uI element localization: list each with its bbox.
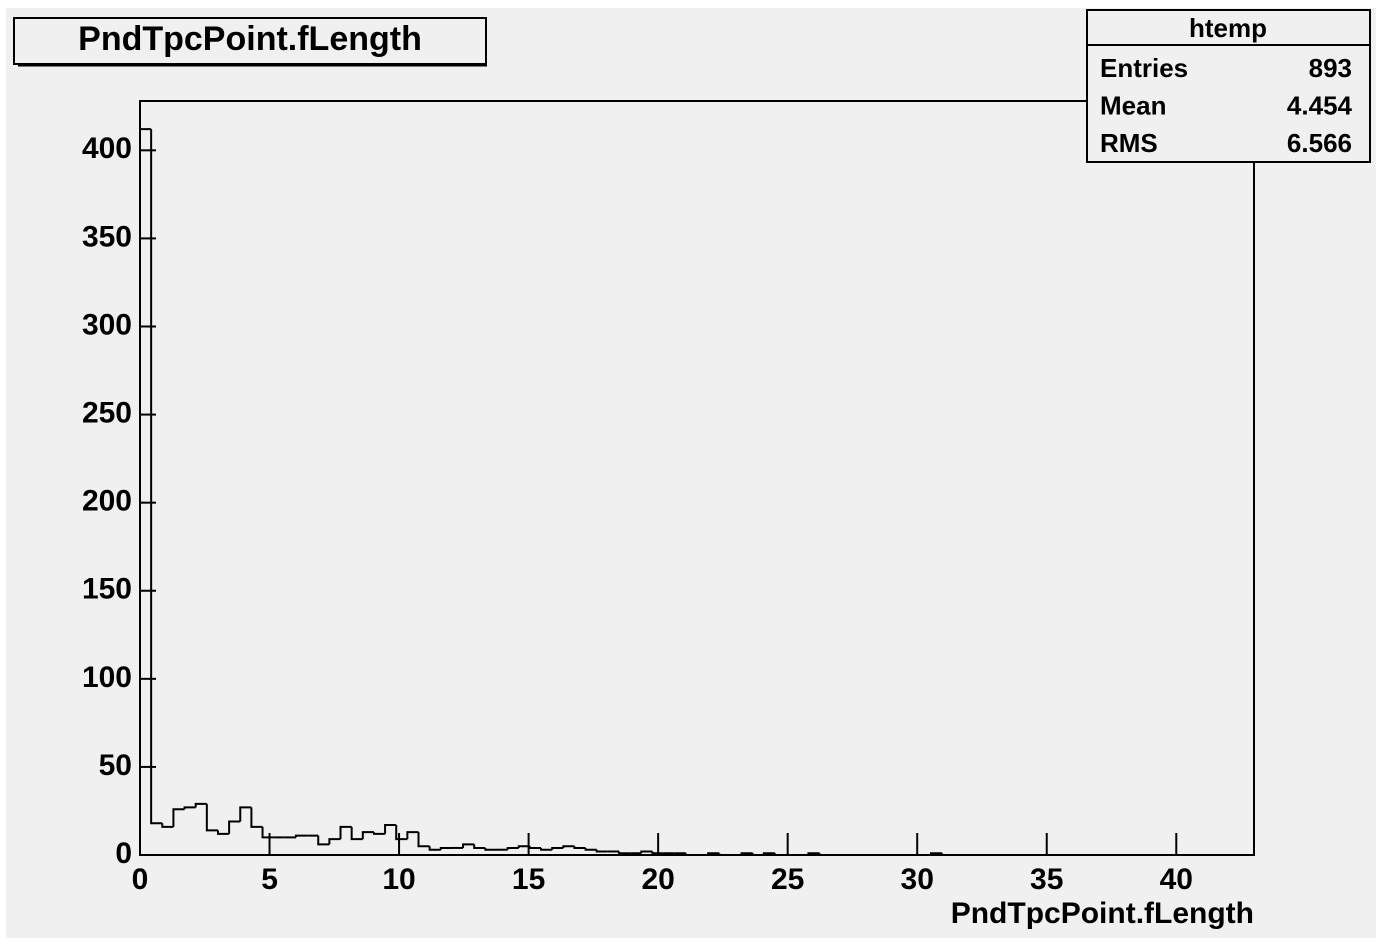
stats-box <box>1086 9 1371 163</box>
histogram-bin <box>929 852 943 855</box>
histogram-bin <box>740 852 753 855</box>
histogram-bin <box>439 846 452 850</box>
x-tick-label: 25 <box>771 863 804 896</box>
stats-value: 4.454 <box>1287 90 1353 120</box>
stats-label: Entries <box>1100 53 1188 83</box>
y-tick-label: 50 <box>99 749 132 782</box>
histogram-bin <box>372 832 386 835</box>
histogram-bin <box>406 831 419 840</box>
x-tick-label: 40 <box>1160 863 1193 896</box>
histogram-bin <box>551 846 564 850</box>
histogram-bin <box>540 847 553 851</box>
histogram-bin <box>517 845 530 848</box>
x-tick-label: 35 <box>1030 863 1063 896</box>
histogram-bin <box>573 846 586 849</box>
y-tick-label: 0 <box>115 837 132 870</box>
histogram-bin <box>773 853 787 856</box>
histogram-bin <box>640 850 653 854</box>
histogram-bin <box>595 849 608 853</box>
histogram-bin <box>395 825 408 841</box>
stats-value: 893 <box>1309 53 1352 83</box>
chart-title: PndTpcPoint.fLength <box>78 20 422 58</box>
histogram-bin <box>150 129 163 825</box>
y-tick-label: 300 <box>82 308 132 341</box>
histogram-bin <box>506 846 519 850</box>
histogram-bin <box>528 846 542 849</box>
histogram-bin <box>462 843 475 848</box>
histogram-bin <box>751 853 764 856</box>
histogram-bin <box>807 852 820 855</box>
histogram-bin <box>339 825 352 840</box>
x-axis-label: PndTpcPoint.fLength <box>951 897 1254 930</box>
histogram-bin <box>261 826 274 839</box>
histogram-bin <box>384 824 397 834</box>
histogram-bin <box>161 823 174 828</box>
histogram-bin <box>718 853 731 856</box>
y-tick-label: 350 <box>82 220 132 253</box>
histogram-bin <box>651 851 664 855</box>
histogram-bin <box>361 831 374 840</box>
histogram-bin <box>228 820 241 834</box>
stats-value: 6.566 <box>1287 128 1352 158</box>
histogram-bin <box>562 845 575 848</box>
stats-title: htemp <box>1189 13 1267 43</box>
histogram-bin <box>350 826 363 841</box>
y-tick-label: 150 <box>82 573 132 606</box>
histogram-bin <box>473 844 486 849</box>
x-tick-label: 20 <box>641 863 674 896</box>
stats-label: Mean <box>1100 90 1166 120</box>
x-tick-label: 30 <box>901 863 934 896</box>
histogram-bin <box>762 852 775 855</box>
y-tick-label: 250 <box>82 397 132 430</box>
x-tick-label: 0 <box>132 863 149 896</box>
histogram-bin <box>194 802 207 808</box>
x-tick-label: 5 <box>261 863 278 896</box>
histogram-bin <box>294 834 308 838</box>
stats-label: RMS <box>1100 128 1158 158</box>
plot-frame <box>139 100 1255 856</box>
histogram-bin <box>417 832 430 848</box>
x-tick-label: 10 <box>382 863 415 896</box>
histogram-bin <box>618 851 631 855</box>
histogram-bin <box>216 830 230 835</box>
histogram-bin <box>428 846 441 851</box>
histogram-bin <box>707 852 720 855</box>
histogram-bin <box>684 853 697 856</box>
histogram-bin <box>328 838 341 845</box>
histogram-bin <box>818 853 831 856</box>
histogram-bin <box>139 128 152 855</box>
histogram-bin <box>584 847 597 851</box>
y-tick-label: 400 <box>82 132 132 165</box>
x-tick-label: 15 <box>512 863 545 896</box>
histogram-bin <box>317 835 330 846</box>
histogram-bin <box>484 847 497 851</box>
histogram-bin <box>205 803 218 832</box>
title-box <box>13 17 487 65</box>
histogram-bin <box>239 806 252 822</box>
histogram-bin <box>250 807 263 828</box>
histogram-bin <box>172 808 185 827</box>
y-tick-label: 200 <box>82 485 132 518</box>
histogram-bin <box>941 853 954 856</box>
histogram-bin <box>183 806 196 810</box>
y-tick-label: 100 <box>82 661 132 694</box>
